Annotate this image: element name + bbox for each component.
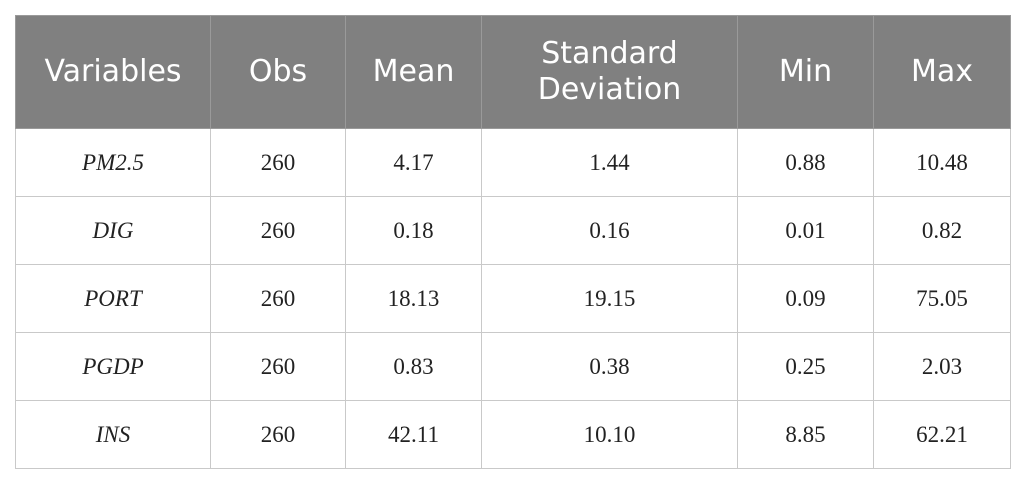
cell-variable: INS (15, 400, 211, 469)
header-standard-deviation: Standard Deviation (481, 15, 738, 129)
cell-sd: 0.16 (481, 196, 738, 265)
cell-mean: 18.13 (345, 264, 482, 333)
cell-obs: 260 (210, 400, 346, 469)
table-row: DIG 260 0.18 0.16 0.01 0.82 (15, 196, 1011, 265)
table-header: Variables Obs Mean Standard Deviation Mi… (15, 15, 1011, 129)
header-variables: Variables (15, 15, 211, 129)
cell-sd: 10.10 (481, 400, 738, 469)
cell-variable: PGDP (15, 332, 211, 401)
table-row: PM2.5 260 4.17 1.44 0.88 10.48 (15, 128, 1011, 197)
header-row: Variables Obs Mean Standard Deviation Mi… (15, 15, 1011, 129)
cell-obs: 260 (210, 264, 346, 333)
cell-sd: 0.38 (481, 332, 738, 401)
table-row: PORT 260 18.13 19.15 0.09 75.05 (15, 264, 1011, 333)
cell-min: 0.09 (737, 264, 874, 333)
header-min: Min (737, 15, 874, 129)
header-mean: Mean (345, 15, 482, 129)
table-body: PM2.5 260 4.17 1.44 0.88 10.48 DIG 260 0… (15, 128, 1011, 469)
cell-obs: 260 (210, 128, 346, 197)
cell-max: 0.82 (873, 196, 1011, 265)
cell-obs: 260 (210, 196, 346, 265)
cell-variable: PORT (15, 264, 211, 333)
header-max: Max (873, 15, 1011, 129)
cell-min: 8.85 (737, 400, 874, 469)
cell-sd: 19.15 (481, 264, 738, 333)
cell-variable: DIG (15, 196, 211, 265)
table-row: INS 260 42.11 10.10 8.85 62.21 (15, 400, 1011, 469)
table-row: PGDP 260 0.83 0.38 0.25 2.03 (15, 332, 1011, 401)
cell-mean: 42.11 (345, 400, 482, 469)
cell-max: 2.03 (873, 332, 1011, 401)
cell-mean: 4.17 (345, 128, 482, 197)
header-obs: Obs (210, 15, 346, 129)
cell-min: 0.01 (737, 196, 874, 265)
cell-max: 75.05 (873, 264, 1011, 333)
descriptive-statistics-table: Variables Obs Mean Standard Deviation Mi… (15, 15, 1011, 469)
cell-mean: 0.83 (345, 332, 482, 401)
cell-mean: 0.18 (345, 196, 482, 265)
cell-obs: 260 (210, 332, 346, 401)
cell-min: 0.25 (737, 332, 874, 401)
cell-max: 10.48 (873, 128, 1011, 197)
cell-sd: 1.44 (481, 128, 738, 197)
cell-min: 0.88 (737, 128, 874, 197)
cell-max: 62.21 (873, 400, 1011, 469)
cell-variable: PM2.5 (15, 128, 211, 197)
